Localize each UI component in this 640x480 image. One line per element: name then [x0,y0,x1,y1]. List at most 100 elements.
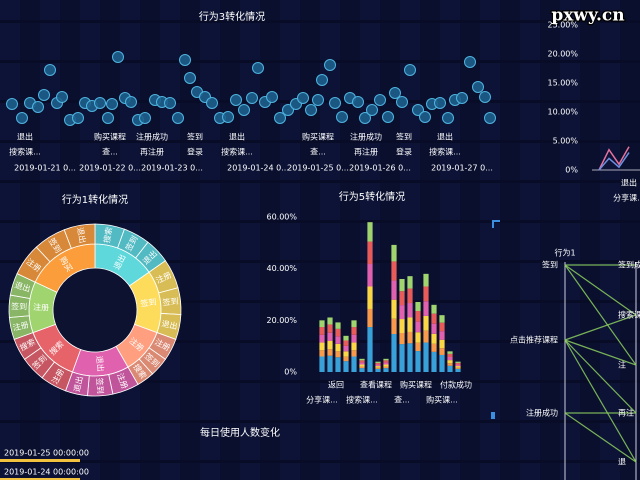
bar-segment [415,351,421,372]
y-tick-label: 20.00% [266,316,297,325]
x-tick-label: 购买课... [426,395,458,405]
bar-segment [367,241,373,265]
bar [0,478,80,480]
bar-segment [367,308,373,328]
bubble [125,96,137,108]
bar-segment [383,360,389,363]
y-tick-label: 15.00% [547,79,578,88]
bubble [238,104,250,116]
x-tick-label: 分享课... [306,395,338,405]
bubble [139,112,151,124]
chart-title: 行为1转化情况 [62,193,128,206]
bar-segment [455,364,461,367]
y-tick-label: 60.00% [266,213,297,222]
bar-segment [447,363,453,366]
x-tick-label: 注册成功 [136,132,168,142]
bubble [206,97,218,109]
bar-segment [343,351,349,357]
bubble [6,98,18,110]
segment-label: 签到 [140,296,157,308]
bar-segment [319,342,325,351]
x-tick-label: 签到 [187,132,203,142]
bar-segment [423,330,429,343]
bubble [336,111,348,123]
bubble [329,97,341,109]
bar-segment [343,335,349,341]
corner-decoration [491,412,495,419]
chart-title: 行为5转化情况 [339,190,405,203]
bar-segment [423,342,429,372]
date-label: 2019-01-26 0... [349,164,411,173]
bar-segment [447,357,453,361]
bar-segment [415,332,421,343]
y-tick-label: 0% [284,368,297,377]
y-tick-label: 20.00% [547,50,578,59]
bubble [106,98,118,110]
segment-label: 退出 [95,355,106,372]
bar-segment [439,354,445,372]
bar-segment [327,317,333,325]
x-tick-sublabel: 查... [102,147,118,157]
x-tick-sublabel: 搜索课... [221,147,253,157]
bar-segment [423,315,429,331]
x-tick-label: 退出 [437,132,453,142]
bar-segment [439,348,445,355]
x-tick-label: 购买课程 [94,132,126,142]
bubble [442,112,454,124]
connector [564,412,637,463]
chart-title: 行为3转化情况 [199,10,265,23]
bar-segment [391,334,397,372]
axis-label: 签到 [542,260,558,270]
bar-segment [367,286,373,309]
segment-label: 注册 [33,302,49,313]
bar-segment [335,322,341,329]
bar-segment [423,273,429,287]
bar-segment [399,279,405,292]
bar-segment [375,361,381,363]
x-tick-sublabel: 登录 [187,147,203,157]
bar-segment [319,356,325,372]
x-tick-sublabel: 登录 [396,147,412,157]
bar-segment [455,361,461,363]
bar-segment [399,319,405,333]
x-tick-sublabel: 再注册 [354,147,378,157]
axis-label: 注册成功 [526,408,558,418]
segment-label: 注册 [12,319,30,332]
y-tick-label: 5.00% [553,137,579,146]
bubble [464,56,476,68]
bar-segment [415,311,421,322]
bar-segment [359,358,365,361]
bar-segment [335,343,341,352]
bar-segment [351,334,357,343]
bar-segment [407,303,413,318]
corner-decoration [492,220,500,228]
date-label: 2019-01-23 0... [141,164,203,173]
bubble [16,112,28,124]
bar-segment [407,317,413,332]
connector [564,314,637,341]
y-tick-label: 0% [565,166,578,175]
date-label: 2019-01-27 0... [431,164,493,173]
line [598,152,630,171]
bubble [316,74,328,86]
bar-segment [399,305,405,320]
y-tick-label: 40.00% [266,264,297,273]
bar-segment [327,349,333,356]
x-tick-label: 签到 [396,132,412,142]
axis-label: 退 [618,458,626,467]
bar-segment [335,336,341,344]
bar-segment [399,332,405,345]
bar-segment [407,276,413,289]
bubble [312,94,324,106]
bar-segment [359,360,365,363]
bar-segment [407,288,413,304]
bar-segment [375,367,381,369]
axis-label: 签到成 [618,260,640,270]
date-label: 2019-01-25 0... [287,164,349,173]
connector [564,339,637,414]
bubble [222,111,234,123]
x-tick-label: 返回 [328,381,344,390]
bubble [366,104,378,116]
x-tick-sublabel: 搜索课... [9,147,41,157]
